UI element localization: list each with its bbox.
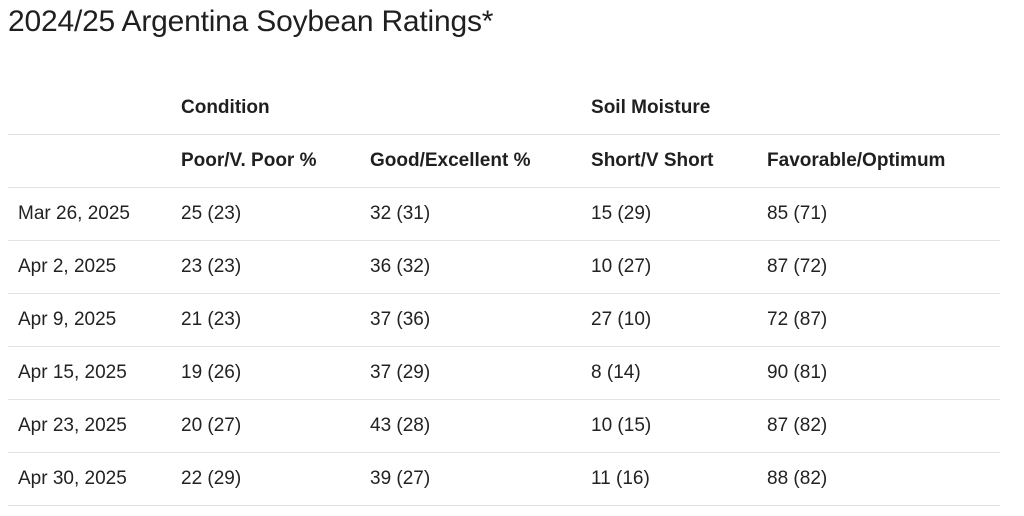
table-row: Apr 9, 2025 21 (23) 37 (36) 27 (10) 72 (… [8, 293, 1001, 347]
cell-date: Apr 9, 2025 [8, 293, 171, 347]
table-row: Apr 23, 2025 20 (27) 43 (28) 10 (15) 87 … [8, 399, 1001, 453]
cell-good: 36 (32) [360, 240, 582, 294]
column-header-date [8, 134, 171, 188]
column-header-favorable: Favorable/Optimum [757, 134, 1001, 188]
ratings-table-container: Condition Soil Moisture Poor/V. Poor % G… [8, 82, 1001, 506]
cell-favorable: 72 (87) [757, 293, 1001, 347]
cell-favorable: 88 (82) [757, 452, 1001, 506]
column-header-good: Good/Excellent % [360, 134, 582, 188]
group-header-soil-moisture: Soil Moisture [581, 82, 1001, 135]
cell-poor: 21 (23) [171, 293, 360, 347]
group-header-condition: Condition [171, 82, 582, 135]
cell-poor: 25 (23) [171, 187, 360, 241]
ratings-table: Condition Soil Moisture Poor/V. Poor % G… [8, 82, 1001, 506]
cell-date: Mar 26, 2025 [8, 187, 171, 241]
cell-favorable: 87 (82) [757, 399, 1001, 453]
cell-date: Apr 15, 2025 [8, 346, 171, 400]
group-header-empty [8, 82, 171, 135]
table-row: Apr 30, 2025 22 (29) 39 (27) 11 (16) 88 … [8, 452, 1001, 506]
cell-short: 27 (10) [581, 293, 758, 347]
page-title: 2024/25 Argentina Soybean Ratings* [8, 5, 494, 38]
cell-short: 8 (14) [581, 346, 758, 400]
cell-poor: 20 (27) [171, 399, 360, 453]
cell-favorable: 87 (72) [757, 240, 1001, 294]
cell-date: Apr 2, 2025 [8, 240, 171, 294]
cell-favorable: 85 (71) [757, 187, 1001, 241]
cell-poor: 23 (23) [171, 240, 360, 294]
column-header-row: Poor/V. Poor % Good/Excellent % Short/V … [8, 134, 1001, 188]
table-row: Apr 2, 2025 23 (23) 36 (32) 10 (27) 87 (… [8, 240, 1001, 294]
cell-poor: 22 (29) [171, 452, 360, 506]
cell-good: 37 (36) [360, 293, 582, 347]
cell-good: 32 (31) [360, 187, 582, 241]
cell-poor: 19 (26) [171, 346, 360, 400]
table-row: Apr 15, 2025 19 (26) 37 (29) 8 (14) 90 (… [8, 346, 1001, 400]
cell-short: 10 (15) [581, 399, 758, 453]
column-header-short: Short/V Short [581, 134, 758, 188]
table-row: Mar 26, 2025 25 (23) 32 (31) 15 (29) 85 … [8, 187, 1001, 241]
cell-good: 37 (29) [360, 346, 582, 400]
cell-short: 11 (16) [581, 452, 758, 506]
cell-date: Apr 30, 2025 [8, 452, 171, 506]
cell-date: Apr 23, 2025 [8, 399, 171, 453]
cell-favorable: 90 (81) [757, 346, 1001, 400]
cell-good: 39 (27) [360, 452, 582, 506]
column-header-poor: Poor/V. Poor % [171, 134, 360, 188]
cell-good: 43 (28) [360, 399, 582, 453]
cell-short: 15 (29) [581, 187, 758, 241]
group-header-row: Condition Soil Moisture [8, 82, 1001, 135]
cell-short: 10 (27) [581, 240, 758, 294]
